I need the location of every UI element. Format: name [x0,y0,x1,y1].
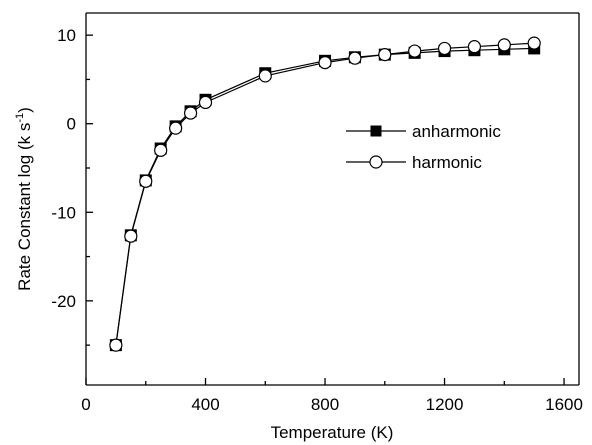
x-tick-label: 1600 [545,395,583,414]
y-tick-label: 0 [67,115,76,134]
y-tick-label: -20 [51,292,76,311]
harmonic-point [139,174,153,188]
y-tick-label: -10 [51,203,76,222]
y-axis-title: Rate Constant log (k s-1) [14,107,34,291]
harmonic-point [109,338,123,352]
y-axis-ticks: -20 -10 0 10 [51,26,93,346]
y-axis-title-close: ) [15,107,34,113]
harmonic-point [124,229,138,243]
legend: anharmonic harmonic [346,122,501,172]
legend-label-harmonic: harmonic [412,153,482,172]
x-axis-title: Temperature (K) [271,423,394,442]
harmonic-point [169,121,183,135]
harmonic-point [437,41,452,56]
harmonic-point [527,36,541,50]
harmonic-point [378,48,392,62]
legend-marker-harmonic [369,155,383,169]
harmonic-point [497,38,511,52]
x-tick-label: 800 [311,395,339,414]
harmonic-point [408,44,422,58]
harmonic-point [258,69,272,83]
x-tick-label: 0 [81,395,90,414]
y-axis-title-main: Rate Constant log (k s [15,123,34,291]
harmonic-point [318,55,332,70]
plot-area [85,12,580,386]
harmonic-point [154,143,168,157]
x-tick-label: 1200 [426,395,464,414]
legend-label-anharmonic: anharmonic [412,122,501,141]
x-tick-label: 400 [191,395,219,414]
harmonic-point [348,51,362,65]
harmonic-series-line [115,42,535,346]
x-axis-ticks: 0 400 800 1200 1600 [81,378,583,414]
y-axis-title-superscript: -1 [14,113,26,123]
y-tick-label: 10 [57,26,76,45]
legend-marker-anharmonic [370,125,382,137]
series-layer [109,36,541,352]
harmonic-point [183,106,198,120]
anharmonic-series-line [115,47,535,346]
harmonic-point [467,40,482,54]
harmonic-point [198,95,213,110]
